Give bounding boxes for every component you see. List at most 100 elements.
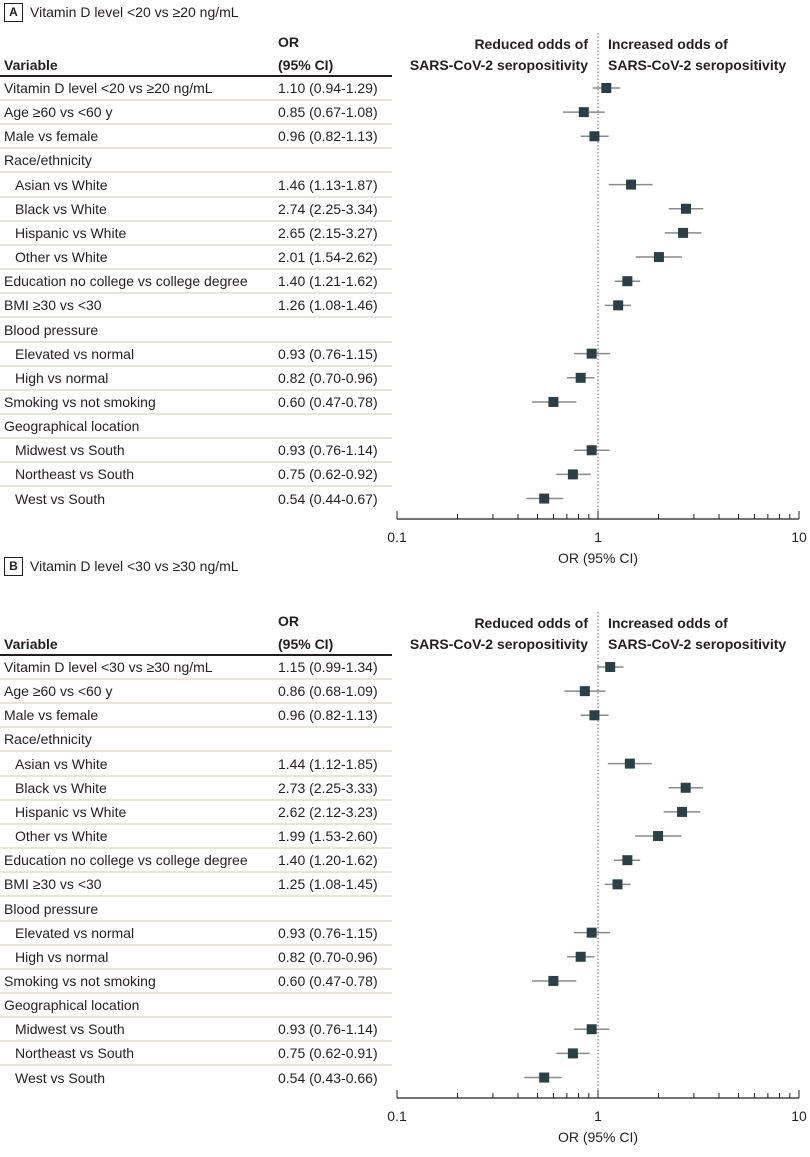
row-separator <box>0 798 392 801</box>
or-point-marker <box>626 179 637 190</box>
row-or-ci: 0.54 (0.44-0.67) <box>278 490 378 507</box>
or-point-marker <box>589 131 600 142</box>
x-tick-label: 10 <box>791 529 807 545</box>
column-header-variable: Variable <box>4 636 58 652</box>
annotation-reduced-line2: SARS-CoV-2 seropositivity <box>409 636 588 652</box>
row-separator <box>0 99 392 101</box>
row-label: Hispanic vs White <box>15 224 127 241</box>
row-separator <box>0 316 392 319</box>
row-or-ci: 0.54 (0.43-0.66) <box>278 1069 378 1086</box>
forest-panel-b: B Vitamin D level <30 vs ≥30 ng/mL Variabl… <box>0 557 810 1157</box>
row-separator <box>0 847 392 850</box>
row-separator <box>0 243 392 246</box>
row-separator <box>0 437 392 440</box>
row-separator <box>0 702 392 705</box>
row-or-ci: 1.44 (1.12-1.85) <box>278 755 378 772</box>
row-label: Hispanic vs White <box>15 803 127 820</box>
row-or-ci: 1.40 (1.21-1.62) <box>278 273 378 290</box>
row-separator <box>0 268 392 271</box>
header-rule <box>0 654 392 656</box>
x-tick-label: 1 <box>594 529 602 545</box>
row-label: BMI ≥30 vs <30 <box>4 876 102 893</box>
row-separator <box>0 388 392 391</box>
column-header-variable: Variable <box>4 57 58 73</box>
row-label: Black vs White <box>15 200 107 217</box>
panel-label: A <box>4 3 23 22</box>
row-or-ci: 2.65 (2.15-3.27) <box>278 224 378 241</box>
row-or-ci: 0.82 (0.70-0.96) <box>278 948 378 965</box>
or-point-marker <box>586 927 597 938</box>
or-point-marker <box>548 975 559 986</box>
row-label: Midwest vs South <box>15 442 125 459</box>
row-label: Age ≥60 vs <60 y <box>4 104 113 121</box>
row-label: Asian vs White <box>15 176 108 193</box>
annotation-increased-line2: SARS-CoV-2 seropositivity <box>608 57 787 73</box>
or-point-marker <box>567 1048 578 1059</box>
row-label: Smoking vs not smoking <box>4 393 156 410</box>
panel-title: Vitamin D level <30 vs ≥30 ng/mL <box>30 558 239 574</box>
row-label: Northeast vs South <box>15 1045 135 1062</box>
or-point-marker <box>678 227 689 238</box>
or-point-marker <box>613 300 624 311</box>
x-tick-label: 1 <box>594 1108 602 1124</box>
row-label: Race/ethnicity <box>4 731 92 748</box>
row-or-ci: 1.46 (1.13-1.87) <box>278 176 378 193</box>
row-or-ci: 0.60 (0.47-0.78) <box>278 972 378 989</box>
row-separator <box>0 412 392 415</box>
header-rule <box>0 75 392 77</box>
panel-label: B <box>4 557 23 576</box>
or-point-marker <box>601 83 612 93</box>
row-label: Education no college vs college degree <box>4 273 248 290</box>
row-separator <box>0 1040 392 1043</box>
or-point-marker <box>586 1024 597 1035</box>
panel-title: Vitamin D level <20 vs ≥20 ng/mL <box>30 4 239 20</box>
row-label: Asian vs White <box>15 755 108 772</box>
row-label: Other vs White <box>15 828 108 845</box>
annotation-increased-line1: Increased odds of <box>608 615 728 631</box>
or-point-marker <box>653 252 664 263</box>
column-header-or: OR <box>278 613 299 629</box>
row-or-ci: 2.62 (2.12-3.23) <box>278 803 378 820</box>
row-label: Northeast vs South <box>15 466 135 483</box>
forest-panel-a: A Vitamin D level <20 vs ≥20 ng/mL Variabl… <box>0 0 810 578</box>
x-tick-label: 0.1 <box>387 1108 407 1124</box>
forest-plot: 0.1 1 10 OR (95% CI) <box>387 33 807 566</box>
row-label: Male vs female <box>4 707 99 724</box>
or-point-marker <box>624 758 635 769</box>
row-label: Geographical location <box>4 418 140 435</box>
or-point-marker <box>589 710 600 721</box>
forest-plot: 0.1 1 10 OR (95% CI) <box>387 612 807 1145</box>
column-header-ci: (95% CI) <box>278 57 334 73</box>
row-separator <box>0 822 392 825</box>
row-label: Blood pressure <box>4 900 99 917</box>
or-point-marker <box>680 203 691 214</box>
row-separator <box>0 171 392 174</box>
or-point-marker <box>548 396 559 407</box>
or-point-marker <box>680 782 691 793</box>
row-separator <box>0 678 392 680</box>
row-or-ci: 2.01 (1.54-2.62) <box>278 249 378 266</box>
row-separator <box>0 1064 392 1067</box>
row-or-ci: 0.85 (0.67-1.08) <box>278 104 378 121</box>
row-label: Black vs White <box>15 779 107 796</box>
or-point-marker <box>612 879 623 890</box>
row-or-ci: 1.25 (1.08-1.45) <box>278 876 378 893</box>
row-separator <box>0 750 392 753</box>
row-or-ci: 0.60 (0.47-0.78) <box>278 393 378 410</box>
x-axis-title: OR (95% CI) <box>558 550 638 566</box>
row-or-ci: 0.82 (0.70-0.96) <box>278 369 378 386</box>
row-label: Midwest vs South <box>15 1021 125 1038</box>
x-tick-label: 10 <box>791 1108 807 1124</box>
row-or-ci: 1.10 (0.94-1.29) <box>278 80 378 96</box>
row-label: Geographical location <box>4 997 140 1014</box>
row-label: West vs South <box>15 490 106 507</box>
row-or-ci: 1.40 (1.20-1.62) <box>278 852 378 869</box>
row-or-ci: 2.73 (2.25-3.33) <box>278 779 378 796</box>
row-label: Vitamin D level <20 vs ≥20 ng/mL <box>4 80 213 96</box>
row-or-ci: 1.26 (1.08-1.46) <box>278 297 378 314</box>
row-label: Male vs female <box>4 128 99 145</box>
row-or-ci: 0.96 (0.82-1.13) <box>278 707 378 724</box>
row-separator <box>0 147 392 150</box>
annotation-reduced-line1: Reduced odds of <box>474 615 588 631</box>
row-separator <box>0 967 392 970</box>
